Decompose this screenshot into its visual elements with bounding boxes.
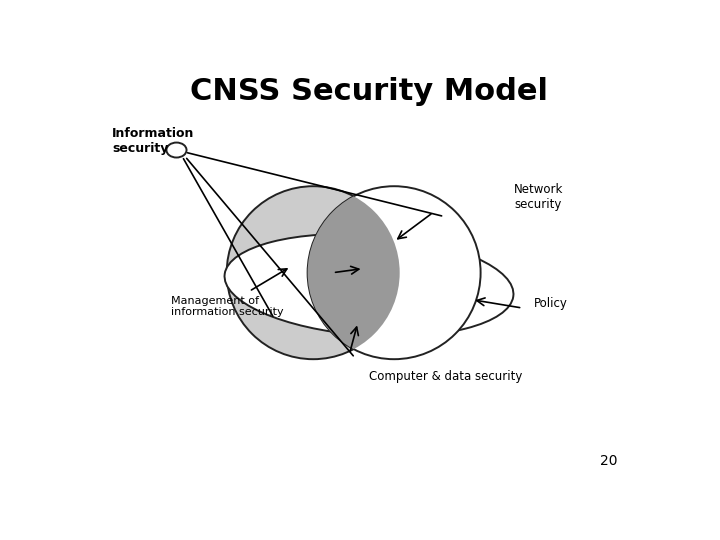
Text: Network
security: Network security xyxy=(514,183,564,211)
Text: Computer & data security: Computer & data security xyxy=(369,370,523,383)
Text: Management of
information security: Management of information security xyxy=(171,295,284,317)
Ellipse shape xyxy=(227,186,400,359)
Text: Information
security: Information security xyxy=(112,127,194,155)
Text: CNSS Security Model: CNSS Security Model xyxy=(190,77,548,106)
Circle shape xyxy=(166,143,186,158)
Text: Policy: Policy xyxy=(534,298,567,310)
Ellipse shape xyxy=(225,234,513,336)
Text: 20: 20 xyxy=(600,454,618,468)
Ellipse shape xyxy=(307,186,481,359)
Ellipse shape xyxy=(227,186,400,359)
